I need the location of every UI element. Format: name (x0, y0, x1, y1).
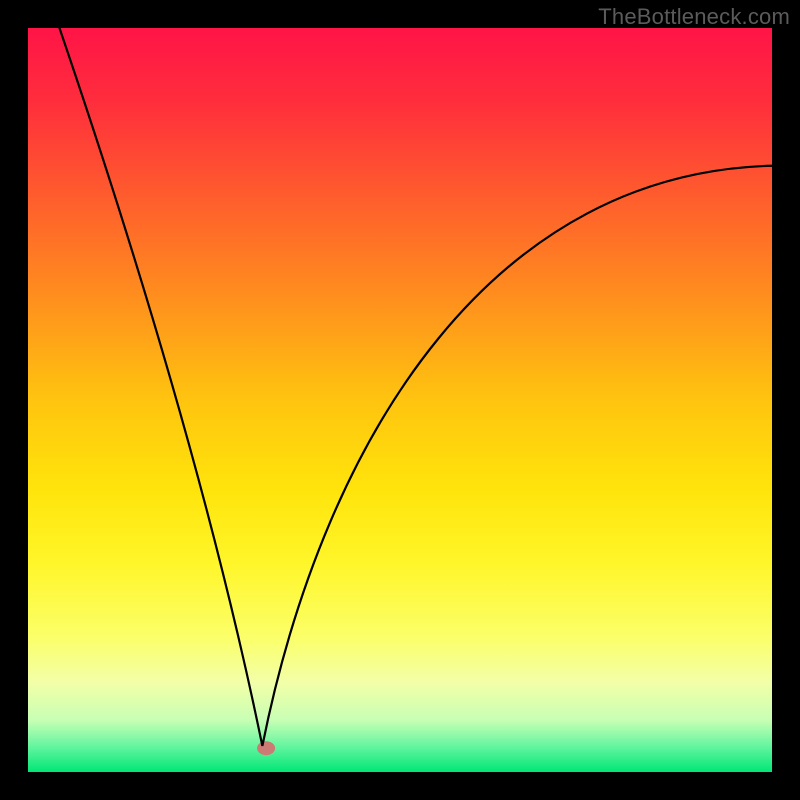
bottleneck-chart (0, 0, 800, 800)
watermark-text: TheBottleneck.com (598, 4, 790, 30)
chart-root: TheBottleneck.com (0, 0, 800, 800)
minimum-marker (257, 741, 275, 755)
gradient-background (28, 28, 772, 772)
